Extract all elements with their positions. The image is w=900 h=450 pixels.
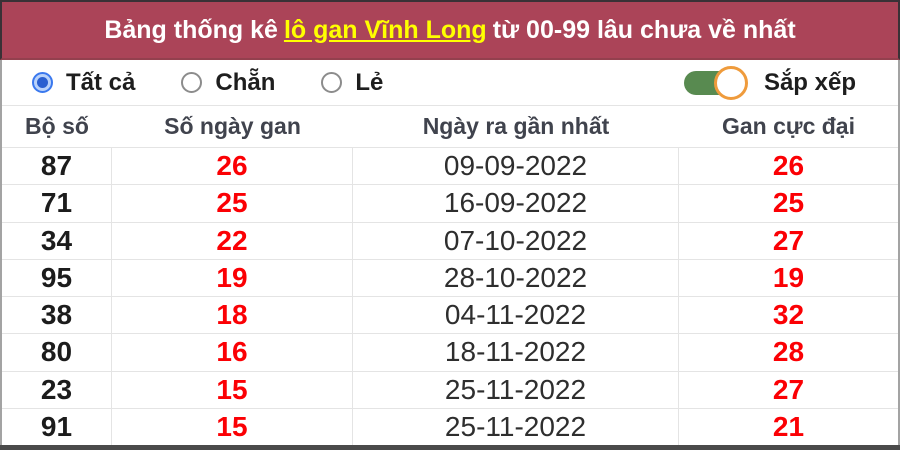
- days-cell: 15: [112, 408, 353, 445]
- table-row: 95 19 28-10-2022 19: [2, 258, 898, 296]
- filter-option-odd[interactable]: Lẻ: [321, 69, 383, 97]
- bottom-border: [0, 445, 900, 450]
- max-cell: 26: [772, 150, 805, 182]
- number-cell: 95: [2, 259, 112, 296]
- number-cell: 34: [2, 222, 112, 259]
- number-cell: 38: [2, 297, 112, 334]
- table-row: 34 22 07-10-2022 27: [2, 221, 898, 259]
- max-cell: 32: [772, 299, 805, 331]
- number-cell: 23: [2, 371, 112, 408]
- date-cell: 28-10-2022: [353, 259, 679, 296]
- radio-selected-icon[interactable]: [32, 72, 53, 93]
- sort-toggle-label: Sắp xếp: [763, 68, 856, 96]
- date-cell: 25-11-2022: [353, 408, 679, 445]
- date-cell: 18-11-2022: [353, 334, 679, 371]
- table-row: 87 26 09-09-2022 26: [2, 148, 898, 185]
- province-link[interactable]: lô gan Vĩnh Long: [283, 15, 487, 44]
- table-row: 38 18 04-11-2022 32: [2, 296, 898, 334]
- title-prefix: Bảng thống kê: [104, 15, 278, 44]
- toggle-knob[interactable]: [713, 65, 748, 100]
- filter-option-all[interactable]: Tất cả: [32, 69, 135, 97]
- column-header-number: Bộ số: [25, 113, 89, 139]
- number-cell: 91: [2, 408, 112, 445]
- number-cell: 71: [2, 185, 112, 222]
- table-header-row: Bộ số Số ngày gan Ngày ra gần nhất Gan c…: [2, 105, 898, 148]
- table-body: 87 26 09-09-2022 26 71 25 16-09-2022 25 …: [2, 148, 898, 445]
- filter-option-even[interactable]: Chẵn: [181, 69, 275, 97]
- title-banner: Bảng thống kê lô gan Vĩnh Long từ 00-99 lâ…: [0, 0, 900, 60]
- days-cell: 22: [112, 222, 353, 259]
- title-suffix: từ 00-99 lâu chưa về nhất: [492, 15, 796, 44]
- date-cell: 07-10-2022: [353, 222, 679, 259]
- table-row: 23 15 25-11-2022 27: [2, 370, 898, 408]
- panel-body: Tất cả Chẵn Lẻ Sắp xếp Bộ số Số ngà: [0, 60, 900, 445]
- filter-option-label: Lẻ: [355, 68, 384, 96]
- date-cell: 04-11-2022: [353, 297, 679, 334]
- table-row: 80 16 18-11-2022 28: [2, 333, 898, 371]
- max-cell: 27: [772, 373, 805, 405]
- sort-control: Sắp xếp: [683, 65, 856, 100]
- date-cell: 16-09-2022: [353, 185, 679, 222]
- days-cell: 26: [112, 148, 353, 185]
- days-cell: 16: [112, 334, 353, 371]
- sort-toggle-switch[interactable]: [683, 65, 748, 100]
- column-header-days: Số ngày gan: [164, 113, 301, 139]
- table-row: 91 15 25-11-2022 21: [2, 407, 898, 445]
- number-cell: 80: [2, 334, 112, 371]
- table-row: 71 25 16-09-2022 25: [2, 184, 898, 222]
- max-cell: 19: [772, 261, 805, 293]
- max-cell: 27: [772, 224, 805, 256]
- days-cell: 15: [112, 371, 353, 408]
- max-cell: 28: [772, 336, 805, 368]
- days-cell: 18: [112, 297, 353, 334]
- gan-stats-table: Bộ số Số ngày gan Ngày ra gần nhất Gan c…: [2, 105, 898, 445]
- page-title: Bảng thống kê lô gan Vĩnh Long từ 00-99 lâ…: [94, 15, 805, 44]
- days-cell: 25: [112, 185, 353, 222]
- date-cell: 09-09-2022: [353, 148, 679, 185]
- date-cell: 25-11-2022: [353, 371, 679, 408]
- filter-option-label: Tất cả: [66, 68, 136, 96]
- max-cell: 25: [772, 187, 805, 219]
- number-cell: 87: [2, 148, 112, 185]
- max-cell: 21: [772, 410, 805, 442]
- filter-bar: Tất cả Chẵn Lẻ Sắp xếp: [2, 60, 898, 105]
- column-header-last-date: Ngày ra gần nhất: [422, 113, 610, 139]
- filter-option-label: Chẵn: [215, 68, 276, 96]
- radio-unselected-icon[interactable]: [321, 72, 343, 93]
- days-cell: 19: [112, 259, 353, 296]
- radio-unselected-icon[interactable]: [181, 72, 203, 93]
- column-header-max: Gan cực đại: [722, 113, 855, 139]
